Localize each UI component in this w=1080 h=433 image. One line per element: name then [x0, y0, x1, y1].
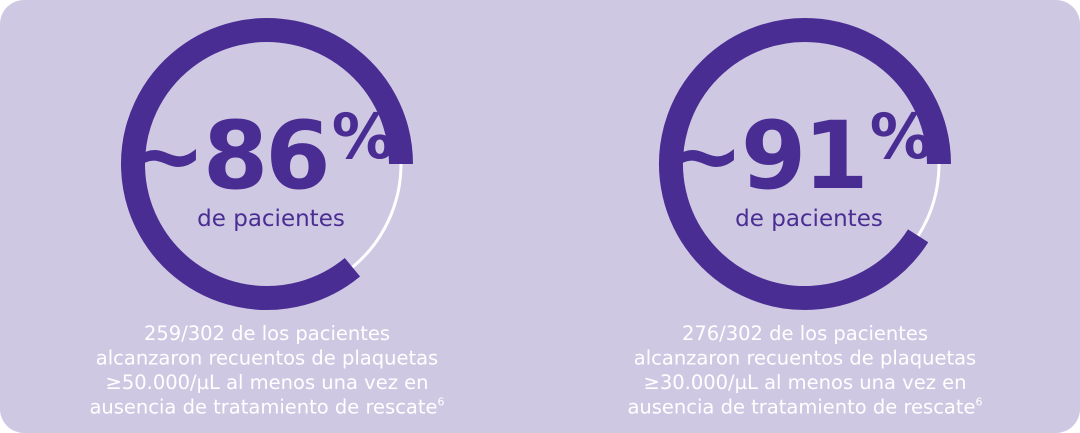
- caption: de pacientes: [197, 206, 345, 232]
- reference: 6: [976, 396, 983, 409]
- description-line: ≥30.000/µL al menos una vez en: [643, 371, 966, 394]
- tilde: ~: [127, 102, 203, 211]
- description-text: 276/302 de los pacientes: [682, 322, 928, 345]
- description-text: alcanzaron recuentos de plaquetas: [634, 347, 976, 370]
- description-line: 276/302 de los pacientes: [682, 322, 928, 345]
- percent-value: ~86%: [127, 100, 393, 211]
- description-text: ≥30.000/µL al menos una vez en: [643, 371, 966, 394]
- description-line: alcanzaron recuentos de plaquetas: [96, 347, 438, 370]
- ring-remainder: [916, 163, 941, 237]
- ring-remainder: [351, 163, 403, 269]
- unit: %: [332, 100, 393, 173]
- description-line: ausencia de tratamiento de rescate6: [89, 396, 444, 419]
- description-text: alcanzaron recuentos de plaquetas: [96, 347, 438, 370]
- description-text: ausencia de tratamiento de rescate: [627, 396, 975, 419]
- unit: %: [870, 100, 931, 173]
- reference: 6: [438, 396, 445, 409]
- ring-progress: [121, 18, 413, 310]
- description-line: 259/302 de los pacientes: [144, 322, 390, 345]
- ring-progress: [659, 18, 951, 310]
- description-line: ≥50.000/µL al menos una vez en: [105, 371, 428, 394]
- description-text: ≥50.000/µL al menos una vez en: [105, 371, 428, 394]
- tilde: ~: [665, 102, 741, 211]
- value: 91: [741, 102, 866, 211]
- description-line: alcanzaron recuentos de plaquetas: [634, 347, 976, 370]
- caption: de pacientes: [735, 206, 883, 232]
- percent-value: ~91%: [665, 100, 931, 211]
- value: 86: [203, 102, 328, 211]
- description-line: ausencia de tratamiento de rescate6: [627, 396, 982, 419]
- description-text: 259/302 de los pacientes: [144, 322, 390, 345]
- description-text: ausencia de tratamiento de rescate: [89, 396, 437, 419]
